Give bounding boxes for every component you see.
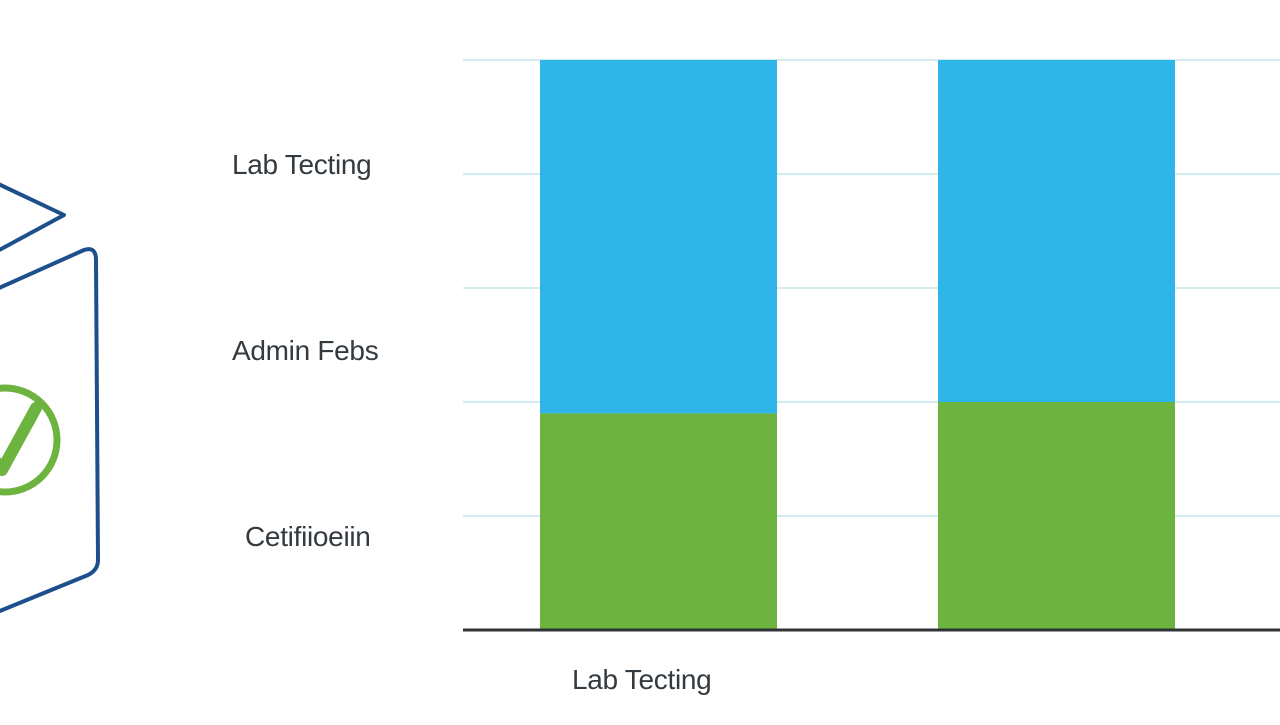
y-label-3: Cetifiioeiin xyxy=(245,521,371,552)
bar-segment-2-2 xyxy=(938,60,1175,402)
bar-layer xyxy=(540,60,1175,630)
bar-segment-1-1 xyxy=(540,413,777,630)
checkmark-icon xyxy=(0,402,42,476)
y-label-1: Lab Tecting xyxy=(232,149,372,180)
y-label-2: Admin Febs xyxy=(232,335,379,366)
checkbox-box-icon xyxy=(0,182,100,614)
check-circle-icon xyxy=(0,384,61,496)
bar-segment-1-2 xyxy=(540,60,777,414)
x-category-label-1: Lab Tecting xyxy=(572,664,712,695)
bar-segment-2-1 xyxy=(938,402,1175,630)
